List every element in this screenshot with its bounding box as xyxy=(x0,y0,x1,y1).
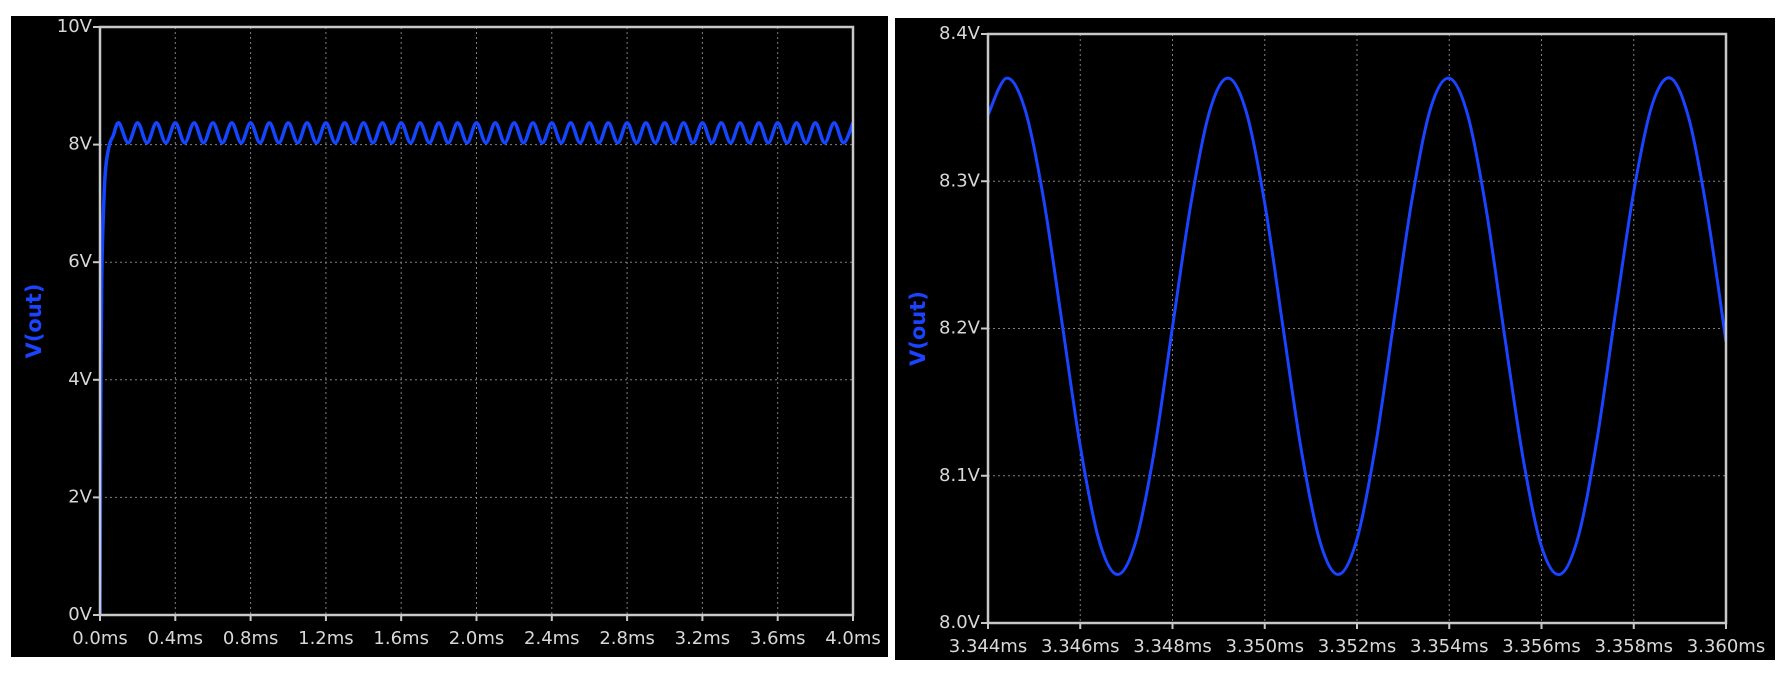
x-tick-label: 3.354ms xyxy=(1410,636,1488,657)
x-tick-label: 3.356ms xyxy=(1502,636,1580,657)
panel-background xyxy=(11,16,888,657)
plot-frame xyxy=(98,25,855,617)
y-tick-label: 8.0V xyxy=(939,612,981,633)
x-tick-label: 1.6ms xyxy=(373,628,429,649)
plot-frame xyxy=(986,32,1728,625)
y-axis-label: V(out) xyxy=(22,284,46,359)
x-tick-label: 3.2ms xyxy=(675,628,731,649)
x-tick-label: 2.8ms xyxy=(599,628,655,649)
y-tick-label: 6V xyxy=(68,251,92,272)
x-tick-label: 2.0ms xyxy=(449,628,505,649)
y-tick-label: 2V xyxy=(68,486,92,507)
x-tick-label: 3.360ms xyxy=(1687,636,1765,657)
y-tick-label: 8.1V xyxy=(939,465,981,486)
x-tick-label: 0.0ms xyxy=(72,628,128,649)
y-axis-label: V(out) xyxy=(906,291,930,366)
series-line xyxy=(988,76,1726,576)
y-tick-label: 8.2V xyxy=(939,318,981,339)
x-tick-label: 3.344ms xyxy=(949,636,1027,657)
x-tick-label: 3.348ms xyxy=(1133,636,1211,657)
x-tick-label: 3.346ms xyxy=(1041,636,1119,657)
x-tick-label: 1.2ms xyxy=(298,628,354,649)
x-tick-label: 0.8ms xyxy=(223,628,279,649)
y-tick-label: 8.4V xyxy=(939,23,981,44)
x-tick-label: 3.358ms xyxy=(1595,636,1673,657)
y-tick-label: 8.3V xyxy=(939,170,981,191)
y-tick-label: 4V xyxy=(68,369,92,390)
x-tick-label: 3.350ms xyxy=(1226,636,1304,657)
x-tick-label: 3.352ms xyxy=(1318,636,1396,657)
series-line xyxy=(100,121,853,616)
chart-panel: 8.0V 8.1V 8.2V 8.3V 8.4V 3.344ms 3.346ms 3.348m… xyxy=(895,18,1775,660)
x-tick-label: 2.4ms xyxy=(524,628,580,649)
panel-background xyxy=(895,18,1775,660)
x-tick-label: 4.0ms xyxy=(825,628,881,649)
y-tick-label: 0V xyxy=(68,604,92,625)
y-tick-label: 10V xyxy=(57,16,93,37)
y-tick-label: 8V xyxy=(68,134,92,155)
x-tick-label: 3.6ms xyxy=(750,628,806,649)
chart-panel: 0V 2V 4V 6V 8V 10V 0.0ms 0.4ms 0.8ms 1.2ms 1.6ms 2.… xyxy=(11,16,888,657)
x-tick-label: 0.4ms xyxy=(148,628,204,649)
